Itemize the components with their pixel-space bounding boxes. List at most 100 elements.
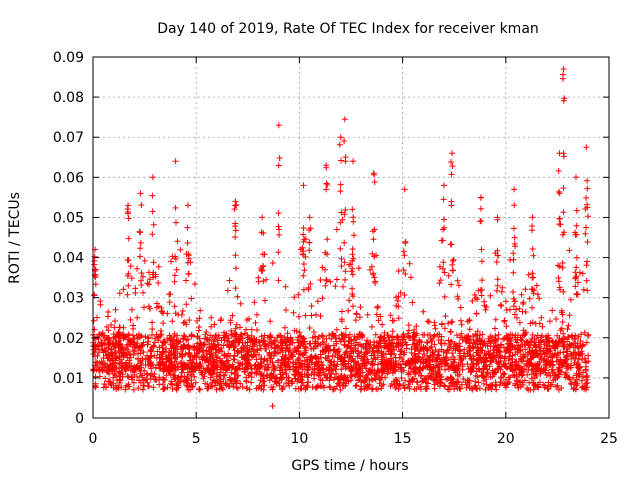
data-point — [300, 225, 307, 232]
data-point — [187, 259, 194, 266]
data-point — [232, 252, 239, 259]
data-point — [268, 352, 275, 359]
data-point — [171, 330, 178, 337]
data-point — [513, 361, 520, 368]
data-point — [507, 331, 514, 338]
data-point — [492, 325, 498, 332]
plot-frame — [92, 56, 610, 419]
data-point — [146, 383, 152, 390]
data-point — [317, 277, 324, 283]
data-point — [254, 327, 260, 333]
data-point — [584, 239, 591, 245]
data-point — [181, 361, 188, 368]
data-point — [316, 358, 322, 365]
data-point — [186, 317, 193, 324]
data-point — [337, 134, 344, 141]
data-point — [449, 350, 456, 357]
data-point — [272, 378, 279, 385]
data-point — [125, 331, 132, 338]
data-point — [477, 205, 484, 212]
data-point — [555, 167, 562, 174]
data-point — [389, 317, 396, 324]
data-point — [364, 371, 371, 378]
data-point — [137, 359, 144, 365]
data-point — [183, 301, 190, 308]
data-point — [376, 338, 383, 345]
data-point — [441, 293, 448, 300]
data-point — [410, 368, 417, 375]
data-point — [225, 357, 232, 364]
data-point — [568, 333, 575, 340]
data-point — [392, 358, 399, 365]
data-point — [301, 345, 308, 352]
data-point — [112, 318, 118, 324]
data-point — [199, 349, 206, 356]
data-point — [161, 366, 168, 373]
data-point — [160, 375, 166, 382]
data-point — [438, 379, 445, 386]
data-point — [210, 363, 216, 370]
data-point — [275, 210, 282, 217]
data-point — [398, 375, 405, 381]
data-point — [368, 323, 375, 330]
data-point — [556, 215, 563, 222]
data-point — [147, 372, 154, 379]
data-point — [371, 274, 378, 281]
data-point — [503, 384, 509, 391]
data-point — [129, 374, 136, 381]
data-point — [128, 306, 135, 313]
data-point — [111, 350, 118, 357]
data-point — [387, 383, 394, 390]
data-point — [387, 312, 394, 319]
data-point — [440, 259, 447, 266]
data-point — [360, 353, 367, 360]
data-point — [212, 382, 218, 389]
data-point — [308, 312, 315, 319]
data-point — [444, 347, 451, 354]
data-point — [363, 365, 370, 372]
data-point — [522, 286, 529, 293]
data-point — [478, 286, 485, 293]
data-point — [116, 324, 123, 331]
data-point — [564, 338, 571, 345]
data-point — [473, 310, 480, 317]
data-point — [203, 354, 210, 361]
data-point — [254, 311, 260, 318]
data-point — [200, 365, 207, 372]
data-point — [127, 338, 134, 345]
data-point — [522, 309, 529, 315]
data-point — [185, 343, 192, 350]
data-point — [429, 356, 436, 363]
data-point — [527, 320, 534, 327]
data-point — [145, 303, 152, 310]
data-point — [577, 338, 584, 344]
data-point — [117, 335, 124, 341]
data-point — [322, 266, 328, 273]
data-point — [137, 379, 144, 386]
data-point — [471, 291, 478, 298]
data-point — [184, 202, 191, 209]
data-point — [199, 371, 206, 378]
data-point — [246, 386, 253, 393]
data-point — [312, 343, 319, 350]
data-point — [124, 291, 131, 298]
data-point — [367, 368, 374, 375]
data-point — [90, 317, 97, 324]
data-point — [518, 291, 525, 298]
data-point — [295, 385, 302, 392]
data-point — [371, 352, 378, 358]
data-point — [531, 341, 538, 348]
data-point — [406, 383, 413, 390]
data-point — [166, 369, 173, 375]
data-point — [298, 339, 305, 346]
data-point — [178, 374, 184, 381]
data-point — [119, 364, 126, 371]
data-point — [352, 383, 359, 389]
data-point — [564, 326, 571, 333]
data-point — [230, 383, 237, 390]
data-point — [511, 311, 518, 318]
data-point — [437, 277, 444, 284]
data-point — [208, 371, 215, 378]
data-point — [178, 360, 185, 367]
data-point — [96, 373, 103, 380]
